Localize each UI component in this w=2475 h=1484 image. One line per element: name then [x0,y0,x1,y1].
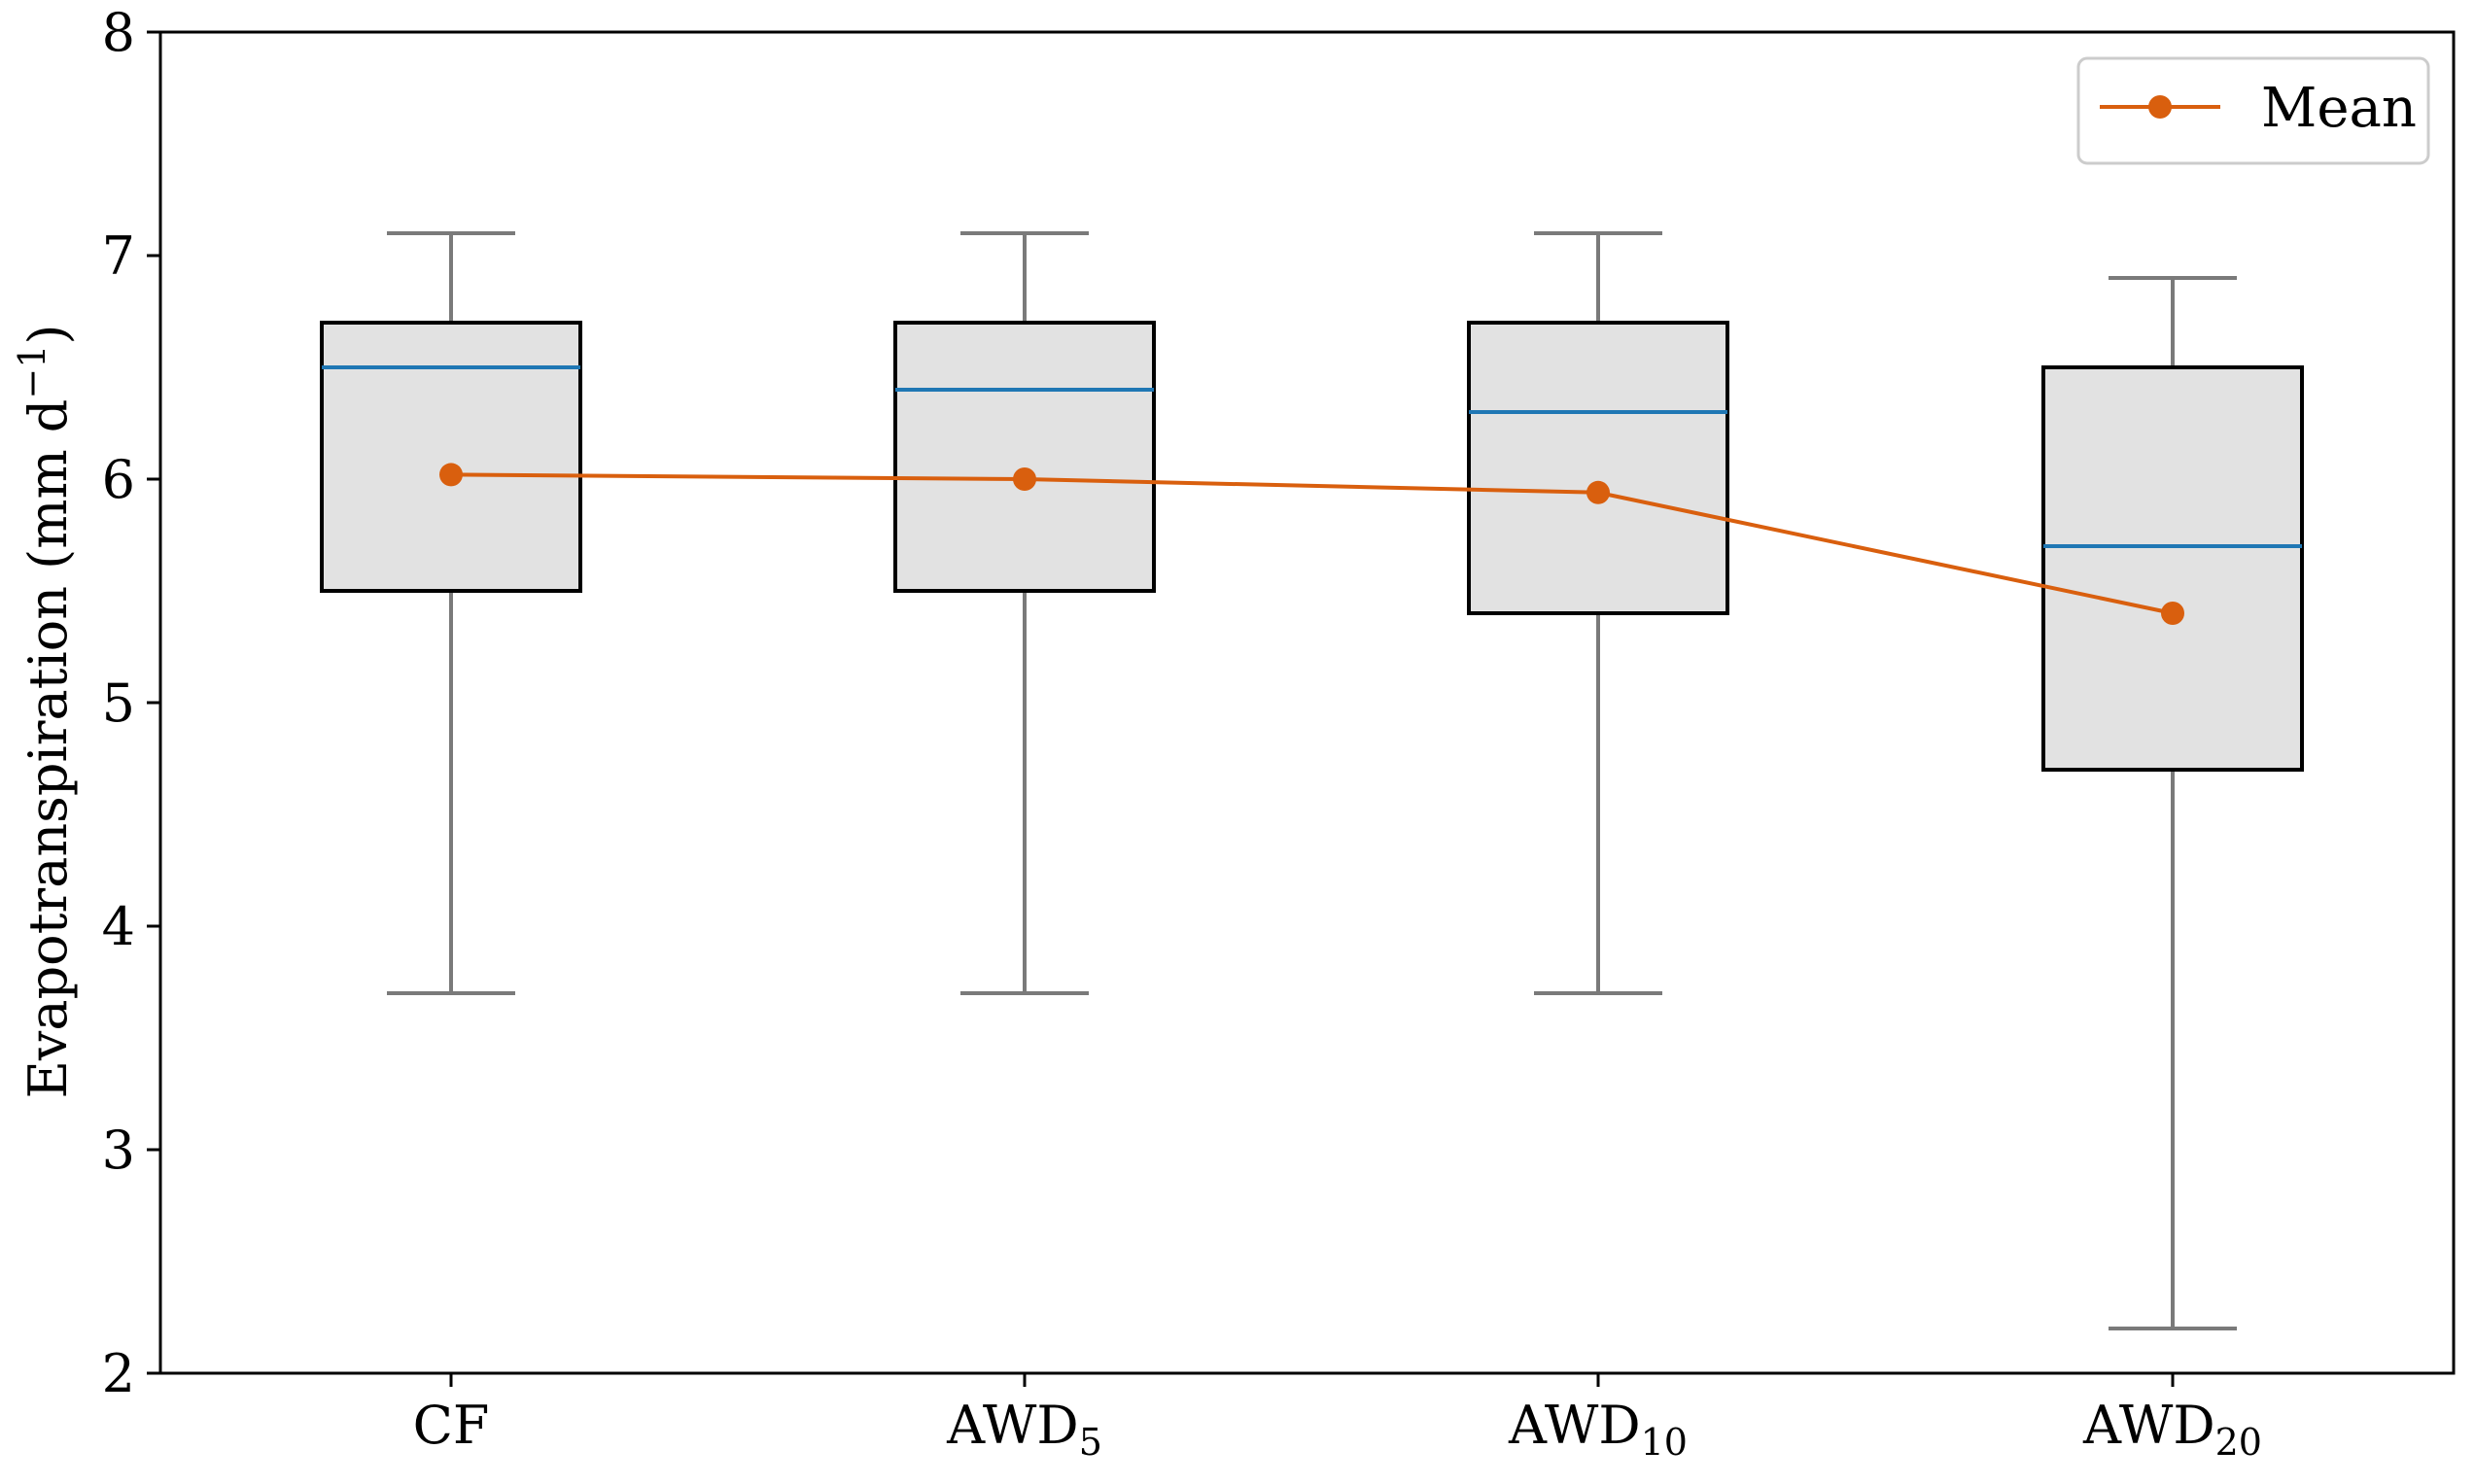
mean-point [1013,467,1036,491]
y-tick-label: 6 [102,449,135,510]
x-tick-label: AWD20 [2082,1395,2262,1464]
legend-mean-marker [2148,95,2172,119]
legend-label: Mean [2261,77,2417,140]
x-tick-label-base: AWD [946,1395,1079,1456]
legend: Mean [2076,56,2430,165]
mean-line [450,472,2174,615]
box-group-3 [1467,231,1729,995]
y-tick-label: 2 [102,1343,135,1404]
box-iqr [320,321,582,593]
y-tick-label: 4 [102,896,135,957]
box-group-4 [2041,276,2304,1330]
y-tick-label: 5 [102,673,135,734]
mean-point [2161,602,2184,625]
plot-area [320,231,2304,1330]
mean-point [1586,480,1610,504]
y-tick-label: 8 [102,2,135,63]
y-axis-title: Evapotranspiration (mm d−1) [11,325,79,1099]
x-tick-label-subscript: 5 [1079,1421,1102,1464]
x-tick-label: CF [413,1395,490,1456]
x-tick-label-subscript: 20 [2215,1421,2262,1464]
y-tick-label: 3 [102,1120,135,1181]
box-group-2 [893,231,1156,995]
x-tick-label-subscript: 10 [1641,1421,1688,1464]
box-iqr [2041,365,2304,772]
x-tick-label: AWD5 [946,1395,1102,1464]
mean-point [439,463,463,487]
y-tick-label: 7 [102,225,135,287]
y-axis-title-sup: −1 [11,345,53,399]
box-iqr [1467,321,1729,615]
box-group-1 [320,231,582,995]
y-axis-title-close: ) [17,325,79,345]
box-iqr [893,321,1156,593]
x-tick-label-base: AWD [1508,1395,1641,1456]
x-tick-label-base: AWD [2082,1395,2215,1456]
x-tick-label-base: CF [413,1395,490,1456]
legend-frame [2076,56,2430,165]
y-axis-title-main: Evapotranspiration (mm d [17,399,79,1099]
x-tick-label: AWD10 [1508,1395,1688,1464]
